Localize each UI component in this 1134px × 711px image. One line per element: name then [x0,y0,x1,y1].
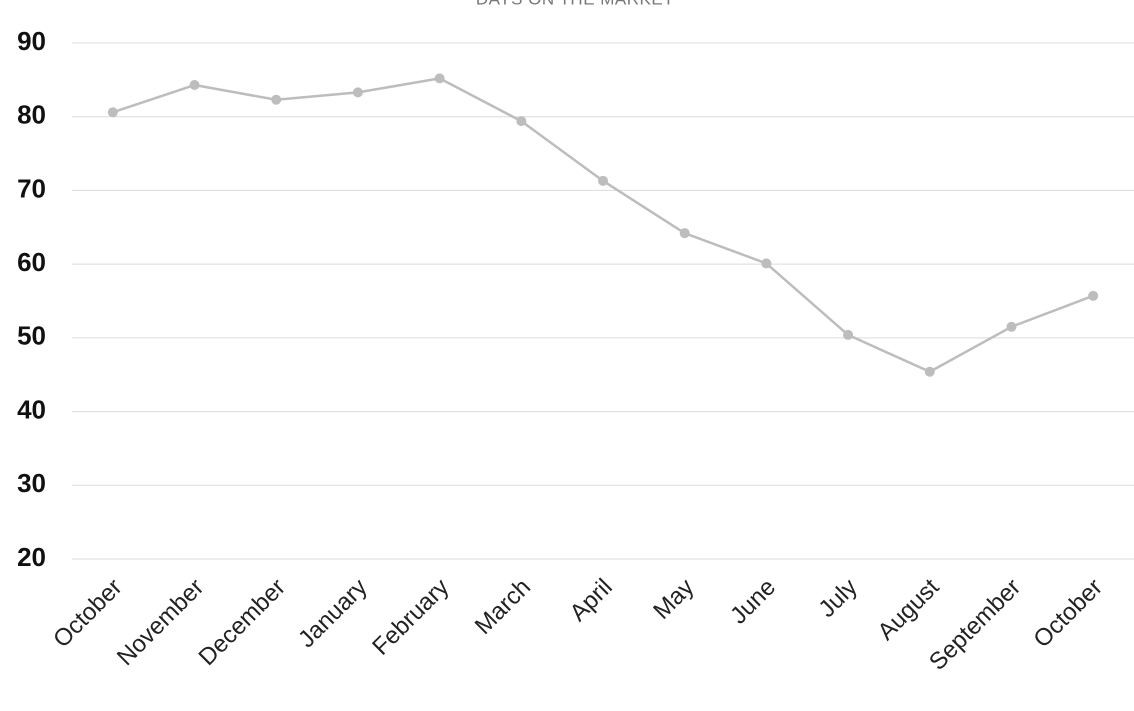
point [189,80,200,91]
point [1006,321,1017,332]
point [761,258,772,269]
x-tick-label: May [648,574,699,625]
y-tick-label: 50 [17,321,46,351]
point [516,116,527,127]
y-tick-label: 60 [17,247,46,277]
x-tick-label: June [725,574,781,630]
y-tick-label: 40 [17,394,46,424]
point [924,366,935,377]
y-tick-label: 80 [17,100,46,130]
point [843,329,854,340]
line [112,77,1094,374]
x-tick-label: July [814,574,863,623]
chart-title: DAYS ON THE MARKET [476,0,674,8]
x-tick-label: March [470,574,536,640]
point [434,73,445,84]
point [598,175,608,186]
x-tick-label: October [1028,574,1107,653]
y-tick-label: 20 [17,542,46,572]
x-tick-label: December [194,574,291,671]
y-tick-label: 90 [17,26,46,56]
y-tick-label: 30 [17,468,46,498]
point [352,87,363,98]
y-tick-label: 70 [17,173,46,203]
x-tick-label: February [367,574,454,661]
x-tick-label: April [565,574,618,627]
point [1088,290,1099,301]
x-tick-label: August [873,573,945,645]
x-tick-label: October [48,574,127,653]
point [107,107,118,118]
x-tick-label: November [112,574,209,671]
point [679,228,690,239]
x-tick-label: January [293,574,372,653]
point [271,94,282,105]
